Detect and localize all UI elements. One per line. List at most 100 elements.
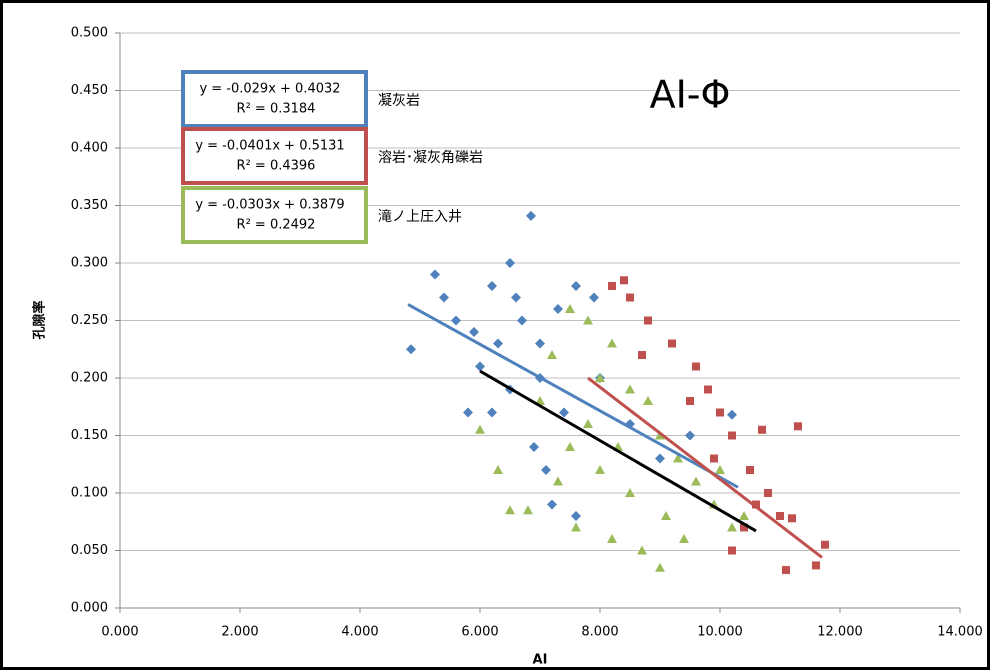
data-point	[728, 546, 736, 555]
y-tick-label: 0.100	[71, 486, 108, 501]
data-point	[523, 505, 533, 515]
data-point	[406, 344, 416, 355]
data-point	[526, 210, 536, 221]
data-point	[715, 465, 725, 474]
trendline	[587, 376, 823, 559]
x-tick-label: 6.000	[461, 625, 498, 640]
x-tick-label: 10.000	[697, 625, 743, 640]
data-point	[794, 422, 802, 431]
data-point	[595, 465, 605, 474]
chart-title: AI-Φ	[650, 73, 731, 117]
data-point	[692, 362, 700, 371]
x-tick-label: 4.000	[341, 625, 378, 640]
data-point	[547, 499, 557, 510]
data-point	[679, 534, 689, 543]
data-point	[661, 511, 671, 520]
y-tick-label: 0.250	[71, 313, 108, 328]
data-point	[740, 523, 748, 532]
y-tick-label: 0.500	[71, 26, 108, 41]
data-point	[655, 453, 665, 464]
data-point	[686, 397, 694, 405]
legend-label: 滝ノ上圧入井	[378, 209, 462, 225]
data-point	[704, 385, 712, 394]
data-point	[469, 327, 479, 337]
data-point	[439, 292, 449, 303]
data-point	[535, 338, 545, 349]
y-axis-label: 孔隙率	[32, 300, 48, 339]
data-point	[553, 304, 563, 314]
data-point	[607, 534, 617, 543]
data-point	[788, 514, 796, 523]
data-point	[505, 505, 515, 515]
data-point	[637, 545, 647, 555]
y-tick-label: 0.050	[71, 543, 108, 558]
data-point	[451, 315, 461, 326]
data-point	[475, 361, 485, 372]
data-point	[710, 454, 718, 463]
data-point	[643, 396, 653, 405]
data-point	[620, 276, 628, 285]
y-tick-label: 0.350	[71, 198, 108, 213]
y-tick-label: 0.300	[71, 256, 108, 271]
data-point	[812, 561, 820, 570]
x-tick-label: 0.000	[101, 625, 138, 640]
r-squared: R² = 0.4396	[237, 159, 316, 174]
x-tick-label: 2.000	[221, 625, 258, 640]
x-tick-label: 14.000	[937, 625, 983, 640]
trendline	[407, 303, 739, 489]
data-point	[547, 350, 557, 359]
x-tick-label: 12.000	[817, 625, 863, 640]
data-point	[565, 304, 575, 313]
equation-box	[181, 70, 368, 128]
y-tick-label: 0.150	[71, 428, 108, 443]
data-point	[608, 282, 616, 290]
data-point	[739, 511, 749, 520]
data-point	[821, 540, 829, 549]
data-point	[541, 465, 551, 475]
legend-label: 溶岩･凝灰角礫岩	[378, 150, 483, 166]
data-point	[727, 522, 737, 532]
r-squared: R² = 0.2492	[237, 218, 316, 233]
data-point	[559, 407, 569, 418]
y-tick-label: 0.000	[71, 601, 108, 616]
data-point	[553, 476, 563, 486]
data-point	[752, 500, 760, 509]
data-point	[668, 339, 676, 348]
data-point	[691, 476, 701, 486]
data-point	[625, 384, 635, 394]
data-point	[487, 407, 497, 418]
data-point	[746, 466, 754, 474]
data-point	[626, 293, 634, 302]
equation: y = -0.0401x + 0.5131	[195, 139, 344, 154]
equation: y = -0.0303x + 0.3879	[195, 198, 344, 213]
x-axis-label: AI	[533, 653, 548, 668]
data-point	[782, 566, 790, 575]
data-point	[625, 488, 635, 497]
data-point	[638, 351, 646, 359]
legend-label: 凝灰岩	[378, 93, 420, 109]
data-point	[571, 281, 581, 291]
data-point	[776, 512, 784, 520]
data-point	[493, 465, 503, 474]
data-point	[583, 315, 593, 325]
y-tick-label: 0.450	[71, 83, 108, 98]
data-point	[505, 258, 515, 268]
data-point	[475, 424, 485, 434]
data-point	[430, 269, 440, 280]
data-point	[565, 442, 575, 451]
data-point	[655, 562, 665, 572]
equation-box	[181, 127, 368, 185]
data-point	[673, 453, 683, 463]
data-point	[571, 511, 581, 521]
data-point	[529, 442, 539, 452]
data-point	[758, 425, 766, 434]
data-point	[764, 489, 772, 497]
r-squared: R² = 0.3184	[237, 102, 316, 117]
data-point	[511, 292, 521, 303]
x-tick-label: 8.000	[581, 625, 618, 640]
data-point	[571, 522, 581, 532]
y-tick-label: 0.200	[71, 371, 108, 386]
data-point	[583, 419, 593, 428]
